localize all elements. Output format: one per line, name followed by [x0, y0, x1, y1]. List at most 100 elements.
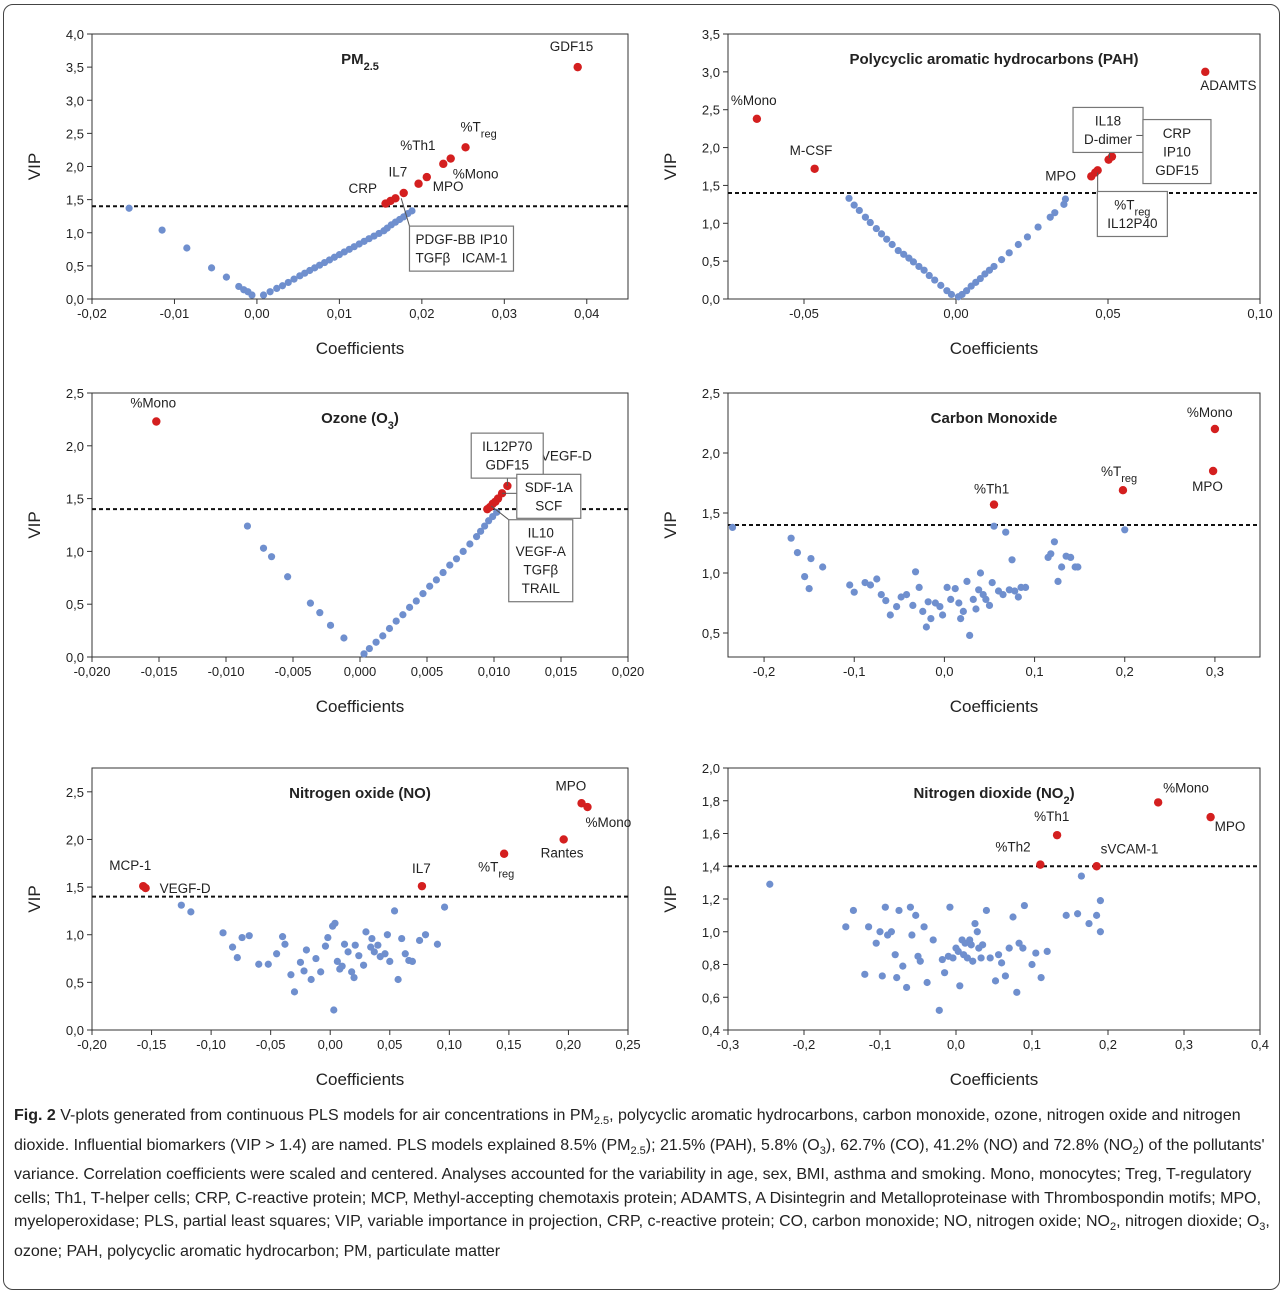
data-point — [360, 650, 368, 658]
data-point — [891, 951, 899, 959]
data-point — [963, 577, 971, 585]
data-point — [290, 988, 299, 996]
x-tick-label: -0,02 — [77, 306, 107, 321]
data-point — [883, 235, 891, 243]
highlighted-point — [152, 417, 161, 426]
highlighted-point — [439, 159, 448, 169]
data-point — [861, 213, 870, 221]
chart-title: PM2.5 — [341, 51, 379, 73]
x-tick-label: 0,03 — [492, 306, 517, 321]
callout-text: TGFβ — [523, 563, 558, 578]
highlighted-point — [381, 199, 390, 208]
data-point — [922, 623, 930, 631]
y-tick-label: 2,5 — [66, 126, 84, 141]
chart-no2: -0,3 -0,2 -0,1 0,0 0,1 0,2 0,3 0,4 0,4 0,6 0,8 1,0 1… — [661, 761, 1269, 1089]
data-point — [1023, 233, 1032, 241]
data-point — [1013, 988, 1021, 996]
highlighted-point — [399, 188, 408, 198]
data-point — [1067, 553, 1075, 561]
x-tick-label: -0,1 — [843, 664, 865, 679]
x-tick-label: 0,05 — [377, 1037, 402, 1052]
y-tick-label: 3,0 — [702, 65, 720, 80]
data-point — [1028, 960, 1036, 969]
callout-text: SDF-1A — [525, 480, 573, 495]
y-axis-label: VIP — [25, 511, 44, 538]
point-label: %Treg — [461, 119, 497, 140]
x-axis-label: Coefficients — [316, 339, 405, 358]
data-point — [264, 960, 272, 968]
x-tick-label: -0,01 — [160, 306, 190, 321]
data-point — [947, 595, 955, 603]
data-point — [920, 923, 928, 931]
data-point — [233, 953, 241, 962]
data-point — [819, 563, 827, 571]
point-label: MCP-1 — [109, 858, 151, 873]
x-tick-label: 0,015 — [545, 664, 578, 679]
y-tick-label: 1,0 — [66, 928, 84, 943]
callout-text: IL10 — [528, 526, 554, 541]
data-point — [967, 941, 975, 949]
x-tick-label: -0,1 — [869, 1037, 891, 1052]
data-point — [290, 275, 298, 283]
data-point — [975, 586, 983, 594]
data-point — [278, 282, 287, 290]
data-point — [999, 591, 1007, 599]
data-point — [943, 583, 951, 591]
data-point — [766, 880, 774, 888]
data-point — [440, 903, 449, 911]
data-point — [787, 534, 795, 542]
data-point — [876, 928, 884, 936]
x-tick-label: 0,00 — [943, 306, 968, 321]
x-tick-label: 0,0 — [935, 664, 953, 679]
data-point — [1008, 556, 1016, 564]
x-tick-label: 0,2 — [1099, 1037, 1117, 1052]
caption-subscript: 2 — [1132, 1144, 1139, 1157]
callout-text: IL18 — [1095, 113, 1121, 128]
data-point — [793, 549, 802, 557]
callout-frame — [470, 432, 544, 479]
point-label: %Th1 — [1034, 809, 1069, 824]
data-point — [1062, 911, 1070, 919]
data-point — [306, 599, 315, 607]
highlighted-point — [422, 172, 431, 182]
data-point — [1014, 240, 1022, 249]
data-point — [355, 952, 363, 960]
data-point — [1032, 949, 1040, 957]
data-point — [359, 961, 368, 969]
data-point — [877, 230, 886, 238]
data-point — [1011, 587, 1019, 595]
data-point — [386, 957, 394, 966]
data-point — [1046, 213, 1054, 221]
data-point — [903, 983, 911, 992]
data-point — [969, 957, 977, 965]
data-point — [351, 941, 359, 949]
data-point — [1074, 910, 1082, 918]
highlighted-point — [1052, 830, 1062, 840]
data-point — [877, 591, 885, 599]
x-tick-label: 0,20 — [556, 1037, 581, 1052]
y-tick-label: 1,5 — [66, 880, 84, 895]
chart-title: Nitrogen dioxide (NO2) — [913, 785, 1074, 807]
y-tick-label: 1,0 — [702, 566, 720, 581]
data-point — [1093, 911, 1101, 919]
data-point — [1020, 901, 1028, 910]
point-label: %Th1 — [400, 138, 435, 153]
data-point — [939, 611, 947, 619]
data-point — [1005, 944, 1013, 952]
y-tick-label: 0,5 — [66, 597, 84, 612]
data-point — [924, 598, 932, 606]
data-point — [805, 585, 813, 593]
data-point — [392, 617, 400, 625]
data-point — [466, 540, 474, 548]
point-label: VEGF-D — [160, 881, 211, 896]
x-tick-label: 0,00 — [318, 1037, 343, 1052]
data-point — [979, 941, 987, 949]
y-axis-label: VIP — [661, 511, 680, 538]
highlighted-point — [1036, 860, 1045, 869]
point-label: sVCAM-1 — [1101, 841, 1159, 856]
x-tick-label: -0,015 — [141, 664, 178, 679]
data-point — [897, 593, 905, 601]
callout-box: IL10 VEGF-A TGFβ TRAIL — [491, 505, 574, 603]
data-point — [937, 281, 945, 289]
